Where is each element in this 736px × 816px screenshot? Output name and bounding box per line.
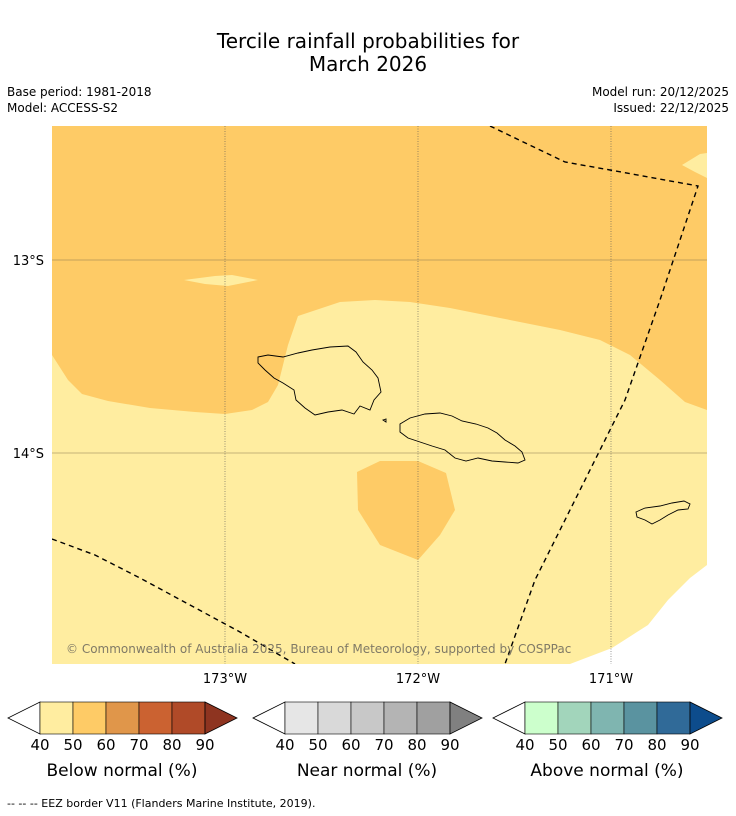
colorbar-tick-label: 50 — [63, 736, 82, 754]
model-name: Model: ACCESS-S2 — [7, 101, 119, 115]
colorbar-segment — [383, 701, 418, 735]
colorbar-tick-label: 40 — [515, 736, 534, 754]
colorbar-segment — [557, 701, 592, 735]
colorbar-high-extend — [449, 701, 483, 735]
base-period: Base period: 1981-2018 — [7, 85, 152, 99]
colorbar-segment — [317, 701, 352, 735]
colorbar-tick-label: 70 — [129, 736, 148, 754]
colorbar-tick-label: 70 — [614, 736, 633, 754]
colorbar-segment — [623, 701, 658, 735]
colorbar-segment — [416, 701, 451, 735]
issued-date: Issued: 22/12/2025 — [613, 101, 729, 115]
savaii-island — [257, 345, 382, 416]
manono-island — [381, 418, 387, 423]
colorbar-tick-label: 80 — [407, 736, 426, 754]
colorbar-tick-label: 60 — [341, 736, 360, 754]
colorbar-tick-label: 90 — [680, 736, 699, 754]
title-line-2: March 2026 — [308, 52, 428, 76]
lon-label-171w: 171°W — [589, 672, 633, 687]
colorbar-tick-label: 40 — [275, 736, 294, 754]
copyright-notice: © Commonwealth of Australia 2025, Bureau… — [66, 642, 571, 656]
below-40-50-patch-ne — [682, 153, 707, 178]
below-50-60-region-north — [52, 126, 707, 414]
colorbar-label-below: Below normal (%) — [46, 761, 198, 781]
colorbar-segment — [171, 701, 206, 735]
colorbar-tick-label: 90 — [195, 736, 214, 754]
lon-label-172w: 172°W — [396, 672, 440, 687]
below-40-50-patch-west — [184, 275, 258, 286]
colorbar-tick-label: 90 — [440, 736, 459, 754]
title-line-1: Tercile rainfall probabilities for — [216, 29, 520, 53]
below-50-60-region-central — [357, 461, 455, 560]
colorbar-segment — [590, 701, 625, 735]
colorbar-segment — [524, 701, 559, 735]
colorbar-segment — [39, 701, 74, 735]
colorbar-below-normal: 40 50 60 70 80 90 — [7, 701, 238, 754]
eez-border-southwest — [52, 538, 296, 664]
eez-border-east — [489, 126, 699, 664]
colorbar-tick-label: 60 — [96, 736, 115, 754]
colorbar-low-extend — [252, 701, 286, 735]
colorbar-label-above: Above normal (%) — [530, 761, 684, 781]
meta-left: Base period: 1981-2018 Model: ACCESS-S2 — [7, 84, 152, 116]
eez-footer-note: -- -- -- EEZ border V11 (Flanders Marine… — [7, 797, 316, 810]
meta-right: Model run: 20/12/2025 Issued: 22/12/2025 — [592, 84, 729, 116]
colorbar-tick-label: 80 — [162, 736, 181, 754]
colorbar-tick-label: 80 — [647, 736, 666, 754]
colorbar-low-extend — [492, 701, 526, 735]
lat-label-14s: 14°S — [13, 447, 44, 462]
colorbar-label-near: Near normal (%) — [296, 761, 438, 781]
colorbar-tick-label: 60 — [581, 736, 600, 754]
colorbar-segment — [656, 701, 691, 735]
colorbars: 40 50 60 70 80 90 40 50 60 70 80 90 40 50 60 70 80 90 — [7, 701, 723, 754]
colorbar-segment — [72, 701, 107, 735]
colorbar-segment — [138, 701, 173, 735]
map-title: Tercile rainfall probabilities for March… — [0, 30, 736, 76]
colorbar-tick-label: 50 — [548, 736, 567, 754]
colorbar-segment — [105, 701, 140, 735]
lat-label-13s: 13°S — [13, 254, 44, 269]
colorbar-high-extend — [204, 701, 238, 735]
colorbar-above-normal: 40 50 60 70 80 90 — [492, 701, 723, 754]
colorbar-tick-label: 70 — [374, 736, 393, 754]
colorbar-high-extend — [689, 701, 723, 735]
lon-label-173w: 173°W — [203, 672, 247, 687]
no-data-region — [570, 565, 707, 664]
colorbar-segment — [350, 701, 385, 735]
model-run: Model run: 20/12/2025 — [591, 85, 729, 99]
colorbar-low-extend — [7, 701, 41, 735]
upolu-island — [399, 412, 526, 464]
map-panel[interactable]: © Commonwealth of Australia 2025, Bureau… — [0, 0, 736, 700]
colorbar-segment — [284, 701, 319, 735]
tutuila-island — [635, 500, 691, 525]
colorbar-tick-label: 40 — [30, 736, 49, 754]
colorbar-near-normal: 40 50 60 70 80 90 — [252, 701, 483, 754]
colorbar-tick-label: 50 — [308, 736, 327, 754]
